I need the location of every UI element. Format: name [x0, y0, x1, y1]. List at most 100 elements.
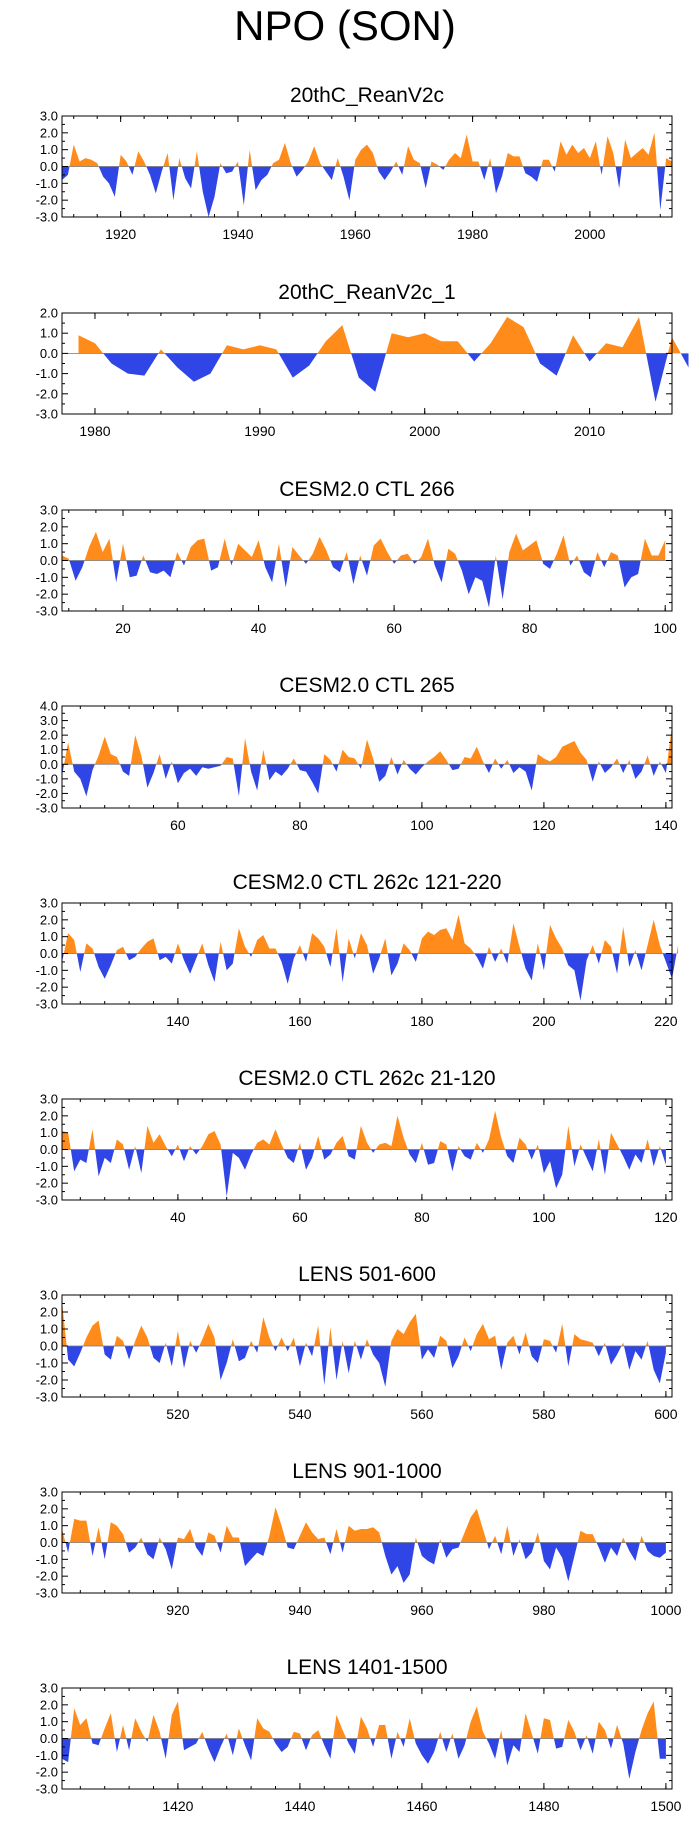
x-tick-label: 1500 [650, 1798, 681, 1814]
x-tick-label: 200 [532, 1013, 556, 1029]
y-tick-label: 1.0 [40, 1322, 58, 1337]
chart-panel-3: CESM2.0 CTL 266 3.02.0 1.0 0.0 -1.0 -2.0 -3.0 2… [36, 478, 678, 636]
x-tick-label: 1940 [222, 226, 253, 242]
y-tick-label: 1.0 [40, 536, 58, 551]
y-tick-label: -3.0 [36, 210, 58, 225]
y-tick-label: 2.0 [40, 1501, 58, 1516]
x-tick-label: 1480 [528, 1798, 559, 1814]
y-tick-label: 2.0 [40, 1108, 58, 1123]
main-title: NPO (SON) [234, 2, 456, 49]
x-tick-label: 1990 [244, 423, 275, 439]
x-tick-label: 980 [532, 1602, 556, 1618]
x-tick-label: 20 [115, 620, 131, 636]
y-tick-label: -3.0 [36, 801, 58, 816]
y-tick-label: 0.0 [40, 1142, 58, 1157]
x-tick-label: 120 [654, 1209, 678, 1225]
x-tick-label: 160 [288, 1013, 312, 1029]
y-tick-label: -1.0 [36, 1356, 58, 1371]
y-tick-label: 3.0 [40, 503, 58, 518]
x-tick-label: 600 [654, 1406, 678, 1422]
x-tick-label: 180 [410, 1013, 434, 1029]
y-tick-label: -1.0 [36, 1159, 58, 1174]
y-tick-label: 1.0 [40, 929, 58, 944]
y-tick-label: -2.0 [36, 193, 58, 208]
x-tick-label: 60 [386, 620, 402, 636]
y-tick-label: -2.0 [36, 1765, 58, 1780]
y-tick-label: 1.0 [40, 1714, 58, 1729]
y-tick-label: -1.0 [36, 1552, 58, 1567]
x-tick-label: 220 [654, 1013, 678, 1029]
x-tick-label: 1980 [457, 226, 488, 242]
chart-panel-5: CESM2.0 CTL 262c 121-220 3.02.0 1.0 0.0 -1.0… [36, 871, 679, 1029]
chart-title: CESM2.0 CTL 262c 21-120 [238, 1067, 495, 1090]
y-tick-label: -2.0 [36, 1569, 58, 1584]
y-tick-label: -3.0 [36, 1390, 58, 1405]
x-tick-label: 2000 [409, 423, 440, 439]
y-tick-label: -2.0 [36, 1373, 58, 1388]
chart-title: CESM2.0 CTL 262c 121-220 [233, 871, 502, 894]
chart-title: 20thC_ReanV2c_1 [278, 281, 455, 304]
chart-panel-9: LENS 1401-1500 3.02.0 1.0 0.0 -1.0 -2.0 -3.0 14… [36, 1656, 682, 1814]
y-tick-label: -1.0 [36, 366, 58, 381]
y-tick-label: 1.0 [40, 326, 58, 341]
y-tick-label: -2.0 [36, 980, 58, 995]
x-tick-label: 1920 [105, 226, 136, 242]
y-tick-label: 2.0 [40, 1305, 58, 1320]
y-tick-label: 3.0 [40, 713, 58, 728]
y-tick-label: 0.0 [40, 553, 58, 568]
x-tick-label: 2010 [574, 423, 605, 439]
x-tick-label: 40 [251, 620, 267, 636]
chart-title: CESM2.0 CTL 266 [279, 478, 454, 501]
positive-area [64, 724, 673, 765]
negative-area [62, 764, 667, 797]
x-tick-label: 580 [532, 1406, 556, 1422]
x-tick-label: 60 [170, 817, 186, 833]
y-tick-label: 0.0 [40, 946, 58, 961]
x-tick-label: 120 [532, 817, 556, 833]
x-tick-label: 1460 [406, 1798, 437, 1814]
x-tick-label: 80 [414, 1209, 430, 1225]
x-tick-label: 540 [288, 1406, 312, 1422]
y-tick-label: -2.0 [36, 1176, 58, 1191]
y-tick-label: 0.0 [40, 1731, 58, 1746]
y-tick-label: -3.0 [36, 604, 58, 619]
y-tick-label: 3.0 [40, 1092, 58, 1107]
x-tick-label: 1980 [79, 423, 110, 439]
negative-area [69, 560, 641, 608]
chart-title: LENS 501-600 [298, 1263, 436, 1286]
y-tick-label: -3.0 [36, 997, 58, 1012]
x-tick-label: 940 [288, 1602, 312, 1618]
chart-title: CESM2.0 CTL 265 [279, 674, 454, 697]
positive-area [62, 531, 666, 561]
y-tick-label: 3.0 [40, 109, 58, 124]
y-tick-label: 3.0 [40, 896, 58, 911]
y-tick-label: -1.0 [36, 570, 58, 585]
x-tick-label: 40 [170, 1209, 186, 1225]
y-tick-label: -1.0 [36, 176, 58, 191]
y-tick-label: -3.0 [36, 1586, 58, 1601]
x-tick-label: 60 [292, 1209, 308, 1225]
negative-area [62, 1738, 666, 1779]
y-tick-label: 1.0 [40, 742, 58, 757]
x-tick-label: 520 [166, 1406, 190, 1422]
positive-area [63, 914, 679, 954]
positive-area [62, 1301, 649, 1346]
y-tick-label: 0.0 [40, 159, 58, 174]
chart-title: LENS 901-1000 [292, 1460, 441, 1483]
positive-area [70, 1701, 658, 1739]
positive-area [62, 1507, 645, 1543]
y-tick-label: -2.0 [36, 386, 58, 401]
negative-area [70, 1149, 666, 1197]
y-tick-label: 2.0 [40, 912, 58, 927]
y-tick-label: 3.0 [40, 1288, 58, 1303]
x-tick-label: 140 [654, 817, 678, 833]
y-tick-label: 4.0 [40, 699, 58, 714]
y-tick-label: -1.0 [36, 1748, 58, 1763]
x-tick-label: 100 [654, 620, 678, 636]
y-tick-label: 1.0 [40, 1125, 58, 1140]
positive-area [62, 1110, 661, 1150]
y-tick-label: 2.0 [40, 728, 58, 743]
y-tick-label: 1.0 [40, 1518, 58, 1533]
y-tick-label: 0.0 [40, 757, 58, 772]
